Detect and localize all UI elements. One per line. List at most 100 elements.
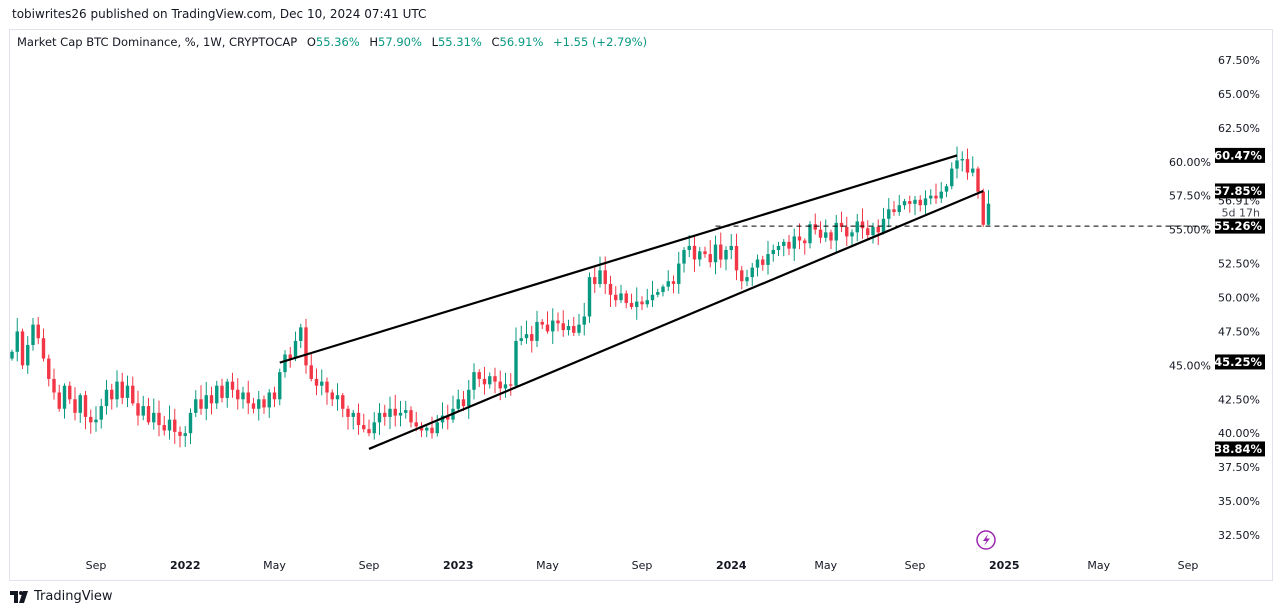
candle-body: [393, 408, 397, 416]
candle-body: [881, 218, 886, 233]
candle-body: [73, 399, 77, 413]
candle-body: [503, 384, 508, 389]
candle-body: [971, 168, 975, 173]
candle-body: [955, 160, 959, 169]
candle-body: [267, 392, 271, 408]
x-tick-label: Sep: [359, 559, 380, 572]
candle-body: [908, 201, 912, 204]
candle-body: [41, 338, 46, 359]
chart-frame[interactable]: [9, 29, 1273, 581]
chart-legend: Market Cap BTC Dominance, %, 1W, CRYPTOC…: [17, 35, 647, 49]
open-label: O: [306, 35, 316, 49]
candle-body: [435, 422, 439, 434]
candle-body: [162, 425, 166, 431]
y-tick-label: 55.00%: [1169, 224, 1211, 237]
lightning-bolt-icon: [983, 534, 990, 546]
x-tick-label: 2023: [443, 559, 474, 572]
candle-body: [325, 381, 329, 393]
candle-body: [94, 419, 98, 423]
tradingview-logo[interactable]: TradingView: [10, 589, 113, 604]
candle-body: [724, 249, 728, 260]
candle-body: [698, 251, 702, 260]
x-tick-label: Sep: [1178, 559, 1199, 572]
candle-body: [976, 168, 980, 192]
y-tick-label: 40.00%: [1218, 427, 1260, 440]
candle-body: [766, 254, 770, 265]
tradingview-logo-icon: [10, 590, 28, 603]
candle-body: [110, 389, 114, 400]
y-tick-label: 60.00%: [1169, 156, 1211, 169]
candle-body: [272, 392, 277, 400]
candle-body: [262, 399, 266, 408]
candle-body: [131, 385, 135, 404]
candle-body: [860, 221, 865, 229]
y-tick-label: 42.50%: [1218, 393, 1260, 406]
candle-body: [320, 381, 324, 386]
candle-body: [141, 406, 145, 416]
candle-body: [645, 300, 649, 305]
candle-body: [125, 385, 130, 398]
candle-body: [598, 270, 602, 284]
candle-body: [703, 251, 707, 255]
candle-body: [498, 381, 502, 389]
candle-body: [47, 358, 51, 379]
candle-body: [524, 334, 529, 339]
candle-body: [803, 240, 807, 244]
candle-body: [398, 412, 403, 416]
candle-body: [545, 324, 550, 332]
candle-body: [514, 340, 518, 386]
candle-body: [456, 399, 460, 409]
x-tick-label: 2024: [716, 559, 747, 572]
candle-body: [209, 395, 214, 404]
low-label: L: [431, 35, 438, 49]
candle-body: [834, 222, 838, 241]
candle-body: [677, 263, 681, 284]
candle-body: [960, 159, 964, 161]
candle-body: [897, 205, 901, 212]
candle-body: [335, 395, 340, 400]
candle-body: [377, 412, 382, 423]
candle-body: [666, 281, 670, 287]
candle-body: [309, 365, 313, 379]
candle-body: [866, 228, 870, 236]
price-label: 57.85%: [1214, 184, 1262, 198]
candle-body: [89, 416, 93, 423]
candle-body: [734, 245, 739, 271]
high-label: H: [369, 35, 379, 49]
candle-body: [99, 406, 103, 420]
x-tick-label: Sep: [905, 559, 926, 572]
y-tick-label: 52.50%: [1218, 258, 1260, 271]
candle-body: [157, 412, 161, 426]
candle-body: [488, 376, 492, 385]
candle-body: [551, 320, 555, 332]
candle-body: [876, 226, 880, 233]
candle-body: [257, 399, 261, 409]
candle-body: [635, 301, 639, 307]
candle-body: [787, 241, 791, 249]
candle-body: [251, 403, 256, 409]
candle-body: [808, 224, 812, 244]
candle-body: [409, 410, 413, 423]
candle-body: [194, 399, 198, 413]
candle-body: [913, 199, 917, 204]
close-value: 56.91%: [499, 35, 544, 49]
candle-body: [871, 226, 875, 236]
candle-body: [383, 412, 387, 417]
candle-body: [356, 412, 361, 426]
candle-body: [986, 203, 991, 225]
candle-body: [661, 286, 665, 293]
candle-body: [52, 378, 56, 393]
candle-body: [776, 245, 781, 250]
candle-body: [923, 198, 928, 206]
candle-body: [729, 245, 733, 250]
close-label: C: [491, 35, 500, 49]
candle-body: [535, 321, 539, 341]
candle-body: [15, 331, 19, 352]
candle-body: [152, 412, 156, 423]
candle-body: [20, 331, 25, 366]
candle-body: [83, 395, 88, 417]
candle-body: [26, 344, 30, 366]
candle-body: [283, 354, 287, 373]
price-label-background: [1215, 147, 1265, 163]
